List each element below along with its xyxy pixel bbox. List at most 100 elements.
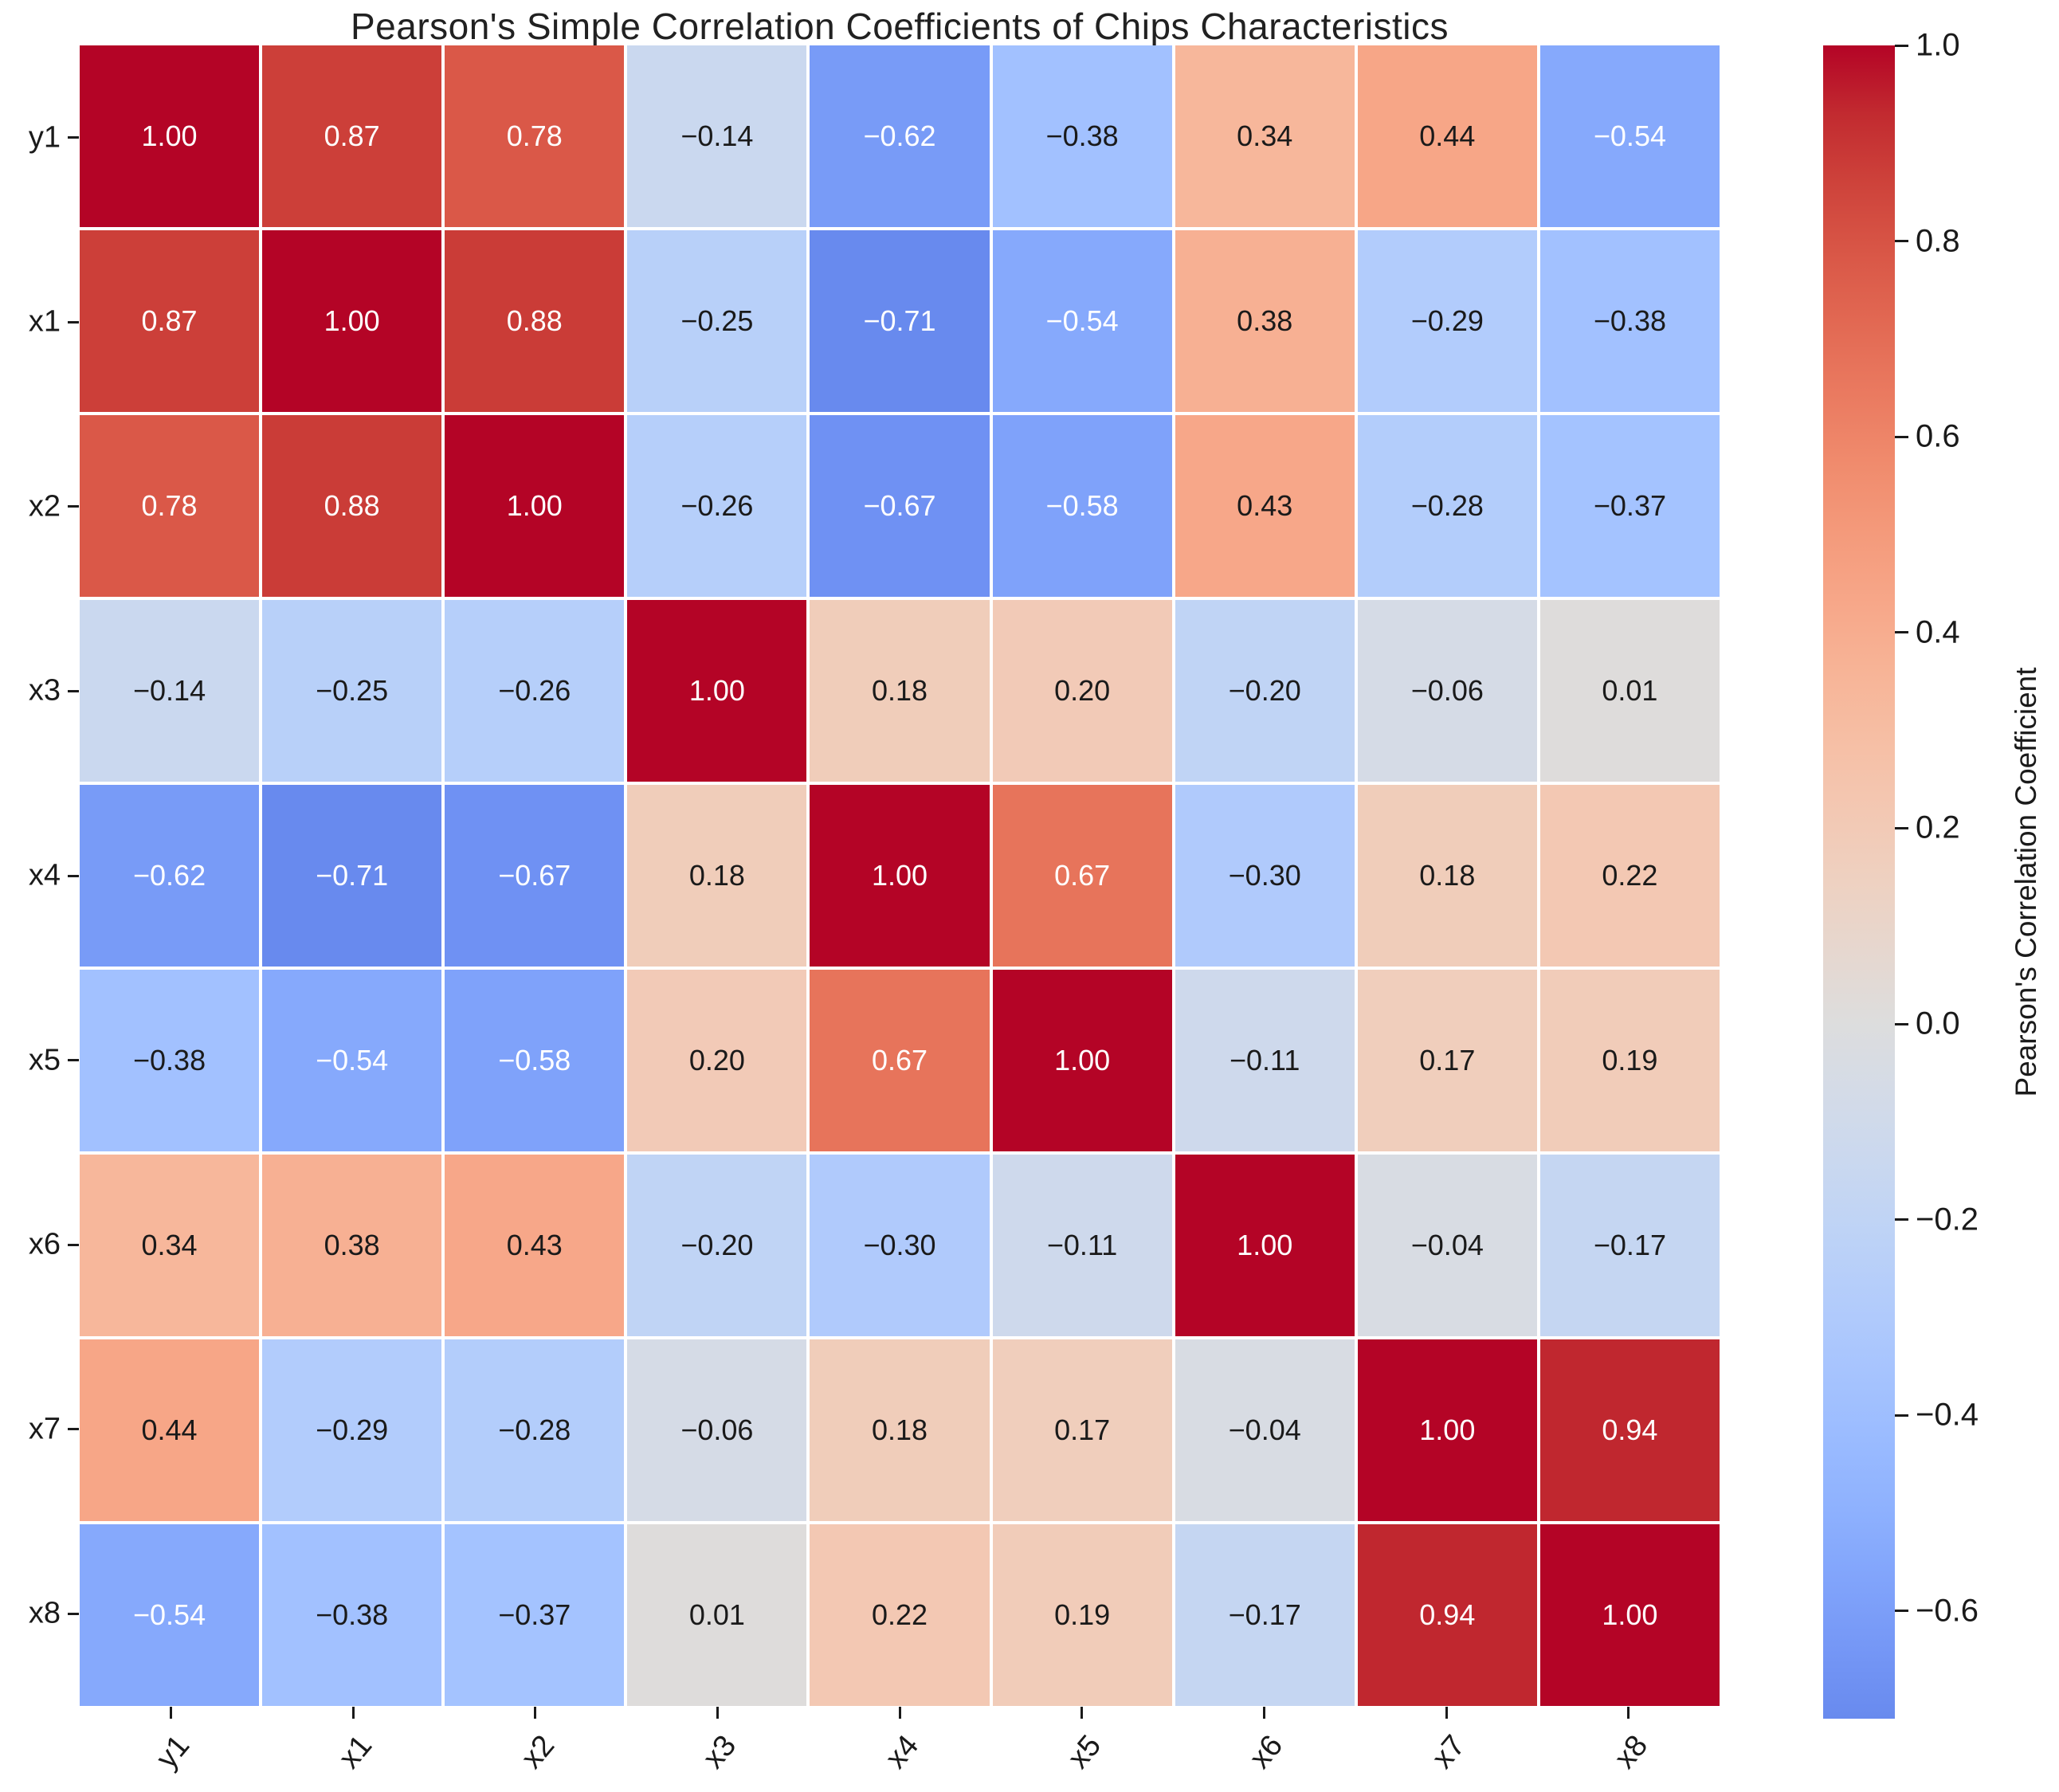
heatmap-cell-value: −0.54 (1593, 120, 1666, 152)
heatmap-cell-value: −0.29 (1410, 304, 1484, 337)
heatmap-cell-value: 0.20 (688, 1044, 745, 1076)
heatmap-cell: −0.71 (810, 230, 990, 412)
y-tick-mark (68, 689, 79, 692)
x-tick-label: x4 (879, 1729, 926, 1775)
heatmap-cell: 1.00 (1357, 1339, 1537, 1521)
heatmap-cell: −0.30 (1175, 785, 1355, 967)
heatmap-cell: −0.38 (1539, 230, 1720, 412)
heatmap-cell: −0.26 (627, 415, 807, 597)
heatmap-cell: 0.94 (1539, 1339, 1720, 1521)
x-tick-label: x3 (696, 1729, 743, 1775)
heatmap-cell: 0.18 (627, 785, 807, 967)
y-tick-mark (68, 1243, 79, 1246)
heatmap-cell-value: 0.17 (1054, 1414, 1111, 1446)
x-tick-label: x2 (514, 1729, 561, 1775)
heatmap-cell: −0.04 (1175, 1339, 1355, 1521)
y-tick-mark (68, 1428, 79, 1431)
heatmap-cell: 0.34 (1175, 45, 1355, 227)
heatmap-cell-value: 0.38 (324, 1229, 380, 1261)
y-tick-label: x1 (28, 304, 61, 339)
heatmap-cell: 1.00 (992, 970, 1172, 1151)
x-tick-label: x5 (1061, 1729, 1108, 1775)
heatmap-cell: −0.29 (1357, 230, 1537, 412)
heatmap-cell-value: 0.87 (324, 120, 380, 152)
heatmap-cell-value: −0.26 (680, 489, 754, 522)
heatmap-cell: 0.43 (445, 1155, 625, 1336)
heatmap-cell-value: 0.78 (141, 489, 198, 522)
x-tick-mark (716, 1707, 719, 1719)
heatmap-cell: 1.00 (262, 230, 442, 412)
x-tick-mark (1627, 1707, 1630, 1719)
heatmap-cell: −0.17 (1175, 1524, 1355, 1706)
heatmap-cell: −0.11 (992, 1155, 1172, 1336)
heatmap-cell-value: −0.29 (316, 1414, 389, 1446)
x-tick-mark (351, 1707, 355, 1719)
heatmap-cell-value: −0.04 (1228, 1414, 1301, 1446)
heatmap-cell-value: 0.19 (1602, 1044, 1658, 1076)
x-tick-label: x8 (1607, 1729, 1654, 1775)
heatmap-cell-value: −0.28 (498, 1414, 571, 1446)
heatmap-cell: −0.54 (1539, 45, 1720, 227)
heatmap-cell-value: 0.44 (1419, 120, 1476, 152)
heatmap-cell: 0.88 (445, 230, 625, 412)
y-tick-label: x6 (28, 1227, 61, 1261)
heatmap-cell: −0.38 (992, 45, 1172, 227)
colorbar-tick-mark (1895, 1610, 1908, 1613)
heatmap-cell: −0.67 (445, 785, 625, 967)
heatmap-cell: 0.18 (810, 600, 990, 782)
x-tick-label: x6 (1243, 1729, 1290, 1775)
heatmap-cell: −0.37 (445, 1524, 625, 1706)
heatmap-cell: 0.67 (810, 970, 990, 1151)
heatmap-cell: −0.37 (1539, 415, 1720, 597)
heatmap-cell-value: −0.62 (133, 859, 206, 892)
heatmap-cell: 0.34 (80, 1155, 260, 1336)
heatmap-cell: 0.88 (262, 415, 442, 597)
heatmap-cell-value: 0.94 (1419, 1598, 1476, 1631)
heatmap-cell: 0.94 (1357, 1524, 1537, 1706)
heatmap-cell-value: −0.30 (863, 1229, 936, 1261)
heatmap-cell: 0.18 (810, 1339, 990, 1521)
heatmap-cell-value: 0.43 (1237, 489, 1293, 522)
heatmap-cell-value: −0.30 (1228, 859, 1301, 892)
heatmap-cell-value: 0.22 (1602, 859, 1658, 892)
heatmap-cell: 0.38 (1175, 230, 1355, 412)
heatmap-cell: 1.00 (810, 785, 990, 967)
heatmap-cell: 0.20 (627, 970, 807, 1151)
heatmap-cell-value: −0.04 (1410, 1229, 1484, 1261)
heatmap-cell-value: 0.34 (141, 1229, 198, 1261)
heatmap-cell-value: 0.01 (688, 1598, 745, 1631)
heatmap-cell-value: −0.26 (498, 674, 571, 707)
heatmap-cell: 0.17 (992, 1339, 1172, 1521)
x-tick-label: y1 (150, 1729, 197, 1775)
heatmap-cell-value: −0.14 (680, 120, 754, 152)
heatmap-cell-value: −0.20 (1228, 674, 1301, 707)
heatmap-cell: 0.22 (1539, 785, 1720, 967)
heatmap-cell-value: 0.01 (1602, 674, 1658, 707)
y-tick-mark (68, 1059, 79, 1062)
heatmap-cell-value: −0.11 (1046, 1229, 1118, 1261)
colorbar-tick-mark (1895, 826, 1908, 829)
colorbar-tick-mark (1895, 1022, 1908, 1025)
heatmap-cell-value: −0.71 (863, 304, 936, 337)
y-tick-mark (68, 505, 79, 508)
heatmap-cell: −0.14 (80, 600, 260, 782)
heatmap-cell-value: −0.38 (1045, 120, 1119, 152)
heatmap-cell: 1.00 (80, 45, 260, 227)
y-tick-label: x4 (28, 858, 61, 892)
heatmap-cell: −0.20 (1175, 600, 1355, 782)
y-tick-label: x8 (28, 1596, 61, 1630)
y-tick-label: y1 (28, 120, 61, 155)
heatmap-cell: −0.58 (992, 415, 1172, 597)
heatmap-cell: 0.17 (1357, 970, 1537, 1151)
heatmap-cell-value: 0.78 (506, 120, 563, 152)
heatmap-cell-value: 1.00 (688, 674, 745, 707)
heatmap-cell: 0.19 (992, 1524, 1172, 1706)
y-tick-label: x7 (28, 1412, 61, 1446)
colorbar-tick-label: 0.0 (1916, 1006, 1960, 1041)
colorbar-tick-label: 0.4 (1916, 614, 1960, 650)
heatmap-cell: −0.25 (262, 600, 442, 782)
heatmap-cell-value: 0.38 (1237, 304, 1293, 337)
heatmap-cell-value: −0.28 (1410, 489, 1484, 522)
heatmap-cell: 0.78 (445, 45, 625, 227)
